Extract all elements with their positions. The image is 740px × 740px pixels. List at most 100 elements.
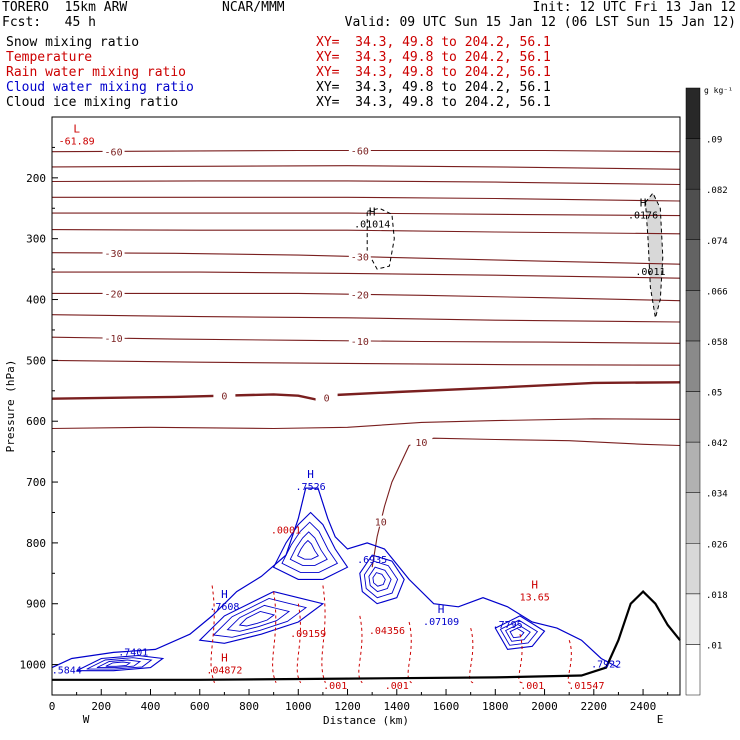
x-tick-label: 400	[141, 700, 161, 713]
y-axis-title: Pressure (hPa)	[4, 360, 17, 453]
isotherm-label-bg	[348, 334, 371, 346]
isotherm-label-bg	[348, 250, 371, 262]
y-tick-label: 900	[26, 598, 46, 611]
y-tick-label: 300	[26, 233, 46, 246]
cloud-water-contour	[198, 591, 325, 644]
y-tick-label: 600	[26, 415, 46, 428]
colorbar-swatch	[685, 391, 701, 443]
colorbar-level-label: .018	[706, 591, 728, 601]
colorbar-swatch	[685, 188, 701, 241]
cloud-water-contour	[296, 539, 319, 560]
cloud-ice-contour	[644, 192, 664, 318]
isotherm-label-bg	[213, 389, 236, 401]
colorbar-swatch	[685, 340, 701, 392]
east-label: E	[657, 713, 664, 726]
plot-area	[52, 117, 680, 695]
rain-water-contour	[321, 585, 326, 683]
extremum-value: .0011	[635, 267, 665, 278]
extremum-value: -61.89	[59, 136, 95, 147]
extremum-marker: L	[73, 122, 80, 135]
isotherm-label-bg	[102, 332, 125, 344]
extremum-value: .04872	[206, 666, 242, 677]
y-tick-label: 800	[26, 537, 46, 550]
y-tick-label: 400	[26, 294, 46, 307]
y-tick-label: 500	[26, 354, 46, 367]
colorbar-level-label: .074	[706, 237, 728, 247]
x-tick-label: 1000	[285, 700, 312, 713]
isotherm-label: -10	[351, 337, 369, 348]
cloud-water-contour	[105, 661, 132, 667]
cloud-water-contour	[368, 566, 392, 593]
isotherm-label: -60	[105, 147, 123, 158]
field-xy-temperature: XY= 34.3, 49.8 to 204.2, 56.1	[316, 50, 551, 65]
colorbar-level-label: .09	[706, 136, 722, 146]
extremum-value: .7401	[118, 647, 148, 658]
x-tick-label: 2400	[630, 700, 657, 713]
rain-water-contour	[210, 585, 215, 683]
west-label: W	[83, 713, 90, 726]
field-name-cloud-water: Cloud water mixing ratio	[6, 80, 194, 95]
isotherm-line	[51, 314, 681, 323]
x-tick-label: 2200	[581, 700, 608, 713]
valid-time: Valid: 09 UTC Sun 15 Jan 12 (06 LST Sun …	[344, 15, 736, 30]
extremum-value: .0001	[271, 526, 301, 537]
y-tick-label: 1000	[20, 659, 47, 672]
extremum-value: .7795	[493, 620, 523, 631]
cloud-water-contour	[226, 604, 291, 632]
cloud-water-contour	[289, 531, 328, 566]
field-name-rain: Rain water mixing ratio	[6, 65, 187, 80]
terrain-line	[52, 590, 681, 681]
isotherm-label-bg	[348, 288, 371, 300]
colorbar-level-label: .066	[706, 287, 728, 297]
extremum-value: .5844	[52, 666, 82, 677]
isotherm-label: 0	[221, 392, 227, 403]
x-tick-label: 0	[49, 700, 56, 713]
extremum-value: .001	[520, 681, 544, 692]
extremum-marker: H	[221, 652, 228, 665]
isotherm-line	[51, 229, 681, 235]
extremum-marker: H	[438, 603, 445, 616]
rain-water-contour	[272, 591, 277, 684]
rain-water-contour	[407, 621, 412, 684]
center-title: NCAR/MMM	[222, 0, 285, 15]
model-title: TORERO 15km ARW	[2, 0, 128, 15]
colorbar-swatch	[685, 543, 701, 595]
extremum-marker: H	[369, 206, 376, 219]
cloud-water-contour	[86, 657, 153, 670]
isotherm-label: 10	[415, 438, 427, 449]
colorbar-swatch	[685, 644, 701, 696]
field-xy-cloud-ice: XY= 34.3, 49.8 to 204.2, 56.1	[316, 95, 551, 110]
field-xy-cloud-water: XY= 34.3, 49.8 to 204.2, 56.1	[316, 80, 551, 95]
cloud-ice-shading	[645, 193, 663, 318]
cloud-water-contour	[499, 619, 539, 646]
colorbar-unit: g kg⁻¹	[704, 86, 733, 95]
isotherm-line	[52, 196, 681, 202]
extremum-value: .7526	[296, 482, 326, 493]
colorbar-level-label: .082	[706, 186, 728, 196]
colorbar-level-label: .058	[706, 338, 728, 348]
isotherm-label: 0	[324, 393, 330, 404]
y-tick-label: 700	[26, 476, 46, 489]
isotherm-label: -20	[105, 289, 123, 300]
cloud-water-contour	[96, 659, 142, 669]
extremum-value: .04356	[369, 626, 405, 637]
isotherm-line	[52, 271, 681, 279]
cloud-water-contour	[372, 572, 386, 587]
isotherm-label-bg	[369, 515, 392, 527]
extremum-value: .09159	[290, 629, 326, 640]
colorbar-swatch	[685, 87, 701, 139]
forecast-hour: Fcst: 45 h	[2, 15, 96, 30]
isotherm-label-bg	[102, 287, 125, 299]
cloud-water-contour	[212, 598, 308, 638]
colorbar-swatch	[685, 441, 701, 493]
extremum-value: .7922	[591, 660, 621, 671]
isotherm-line	[51, 165, 681, 170]
isotherm-label: -10	[105, 334, 123, 345]
field-name-temperature: Temperature	[6, 50, 93, 65]
x-tick-label: 600	[190, 700, 210, 713]
x-tick-label: 1200	[334, 700, 361, 713]
isotherm-label: -30	[351, 253, 369, 264]
x-tick-label: 800	[239, 700, 259, 713]
x-tick-label: 1800	[482, 700, 509, 713]
